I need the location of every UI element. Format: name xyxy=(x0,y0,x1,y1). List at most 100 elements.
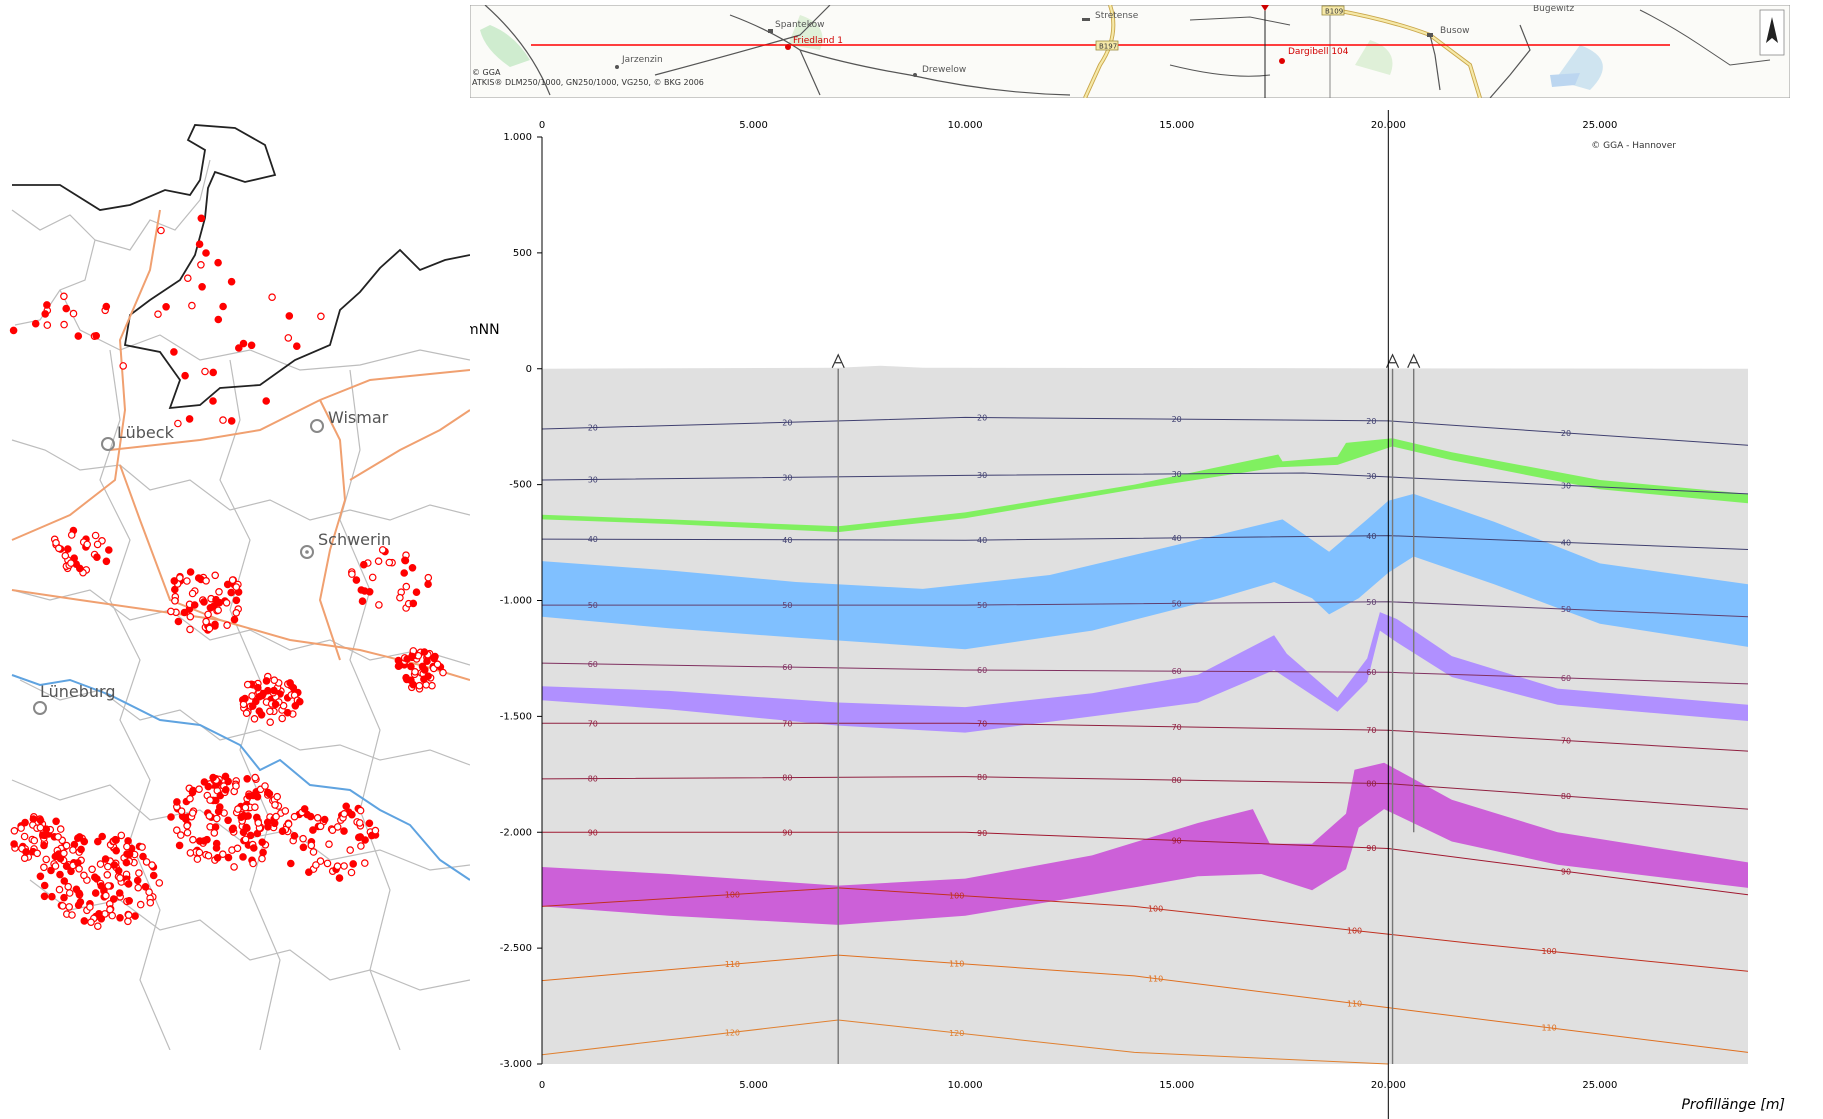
well-marker xyxy=(109,895,118,903)
well-marker xyxy=(423,657,431,666)
y-tick-label: -2.500 xyxy=(500,943,532,954)
isotherm-label: 30 xyxy=(1366,472,1376,481)
place-label: Busow xyxy=(1440,26,1469,36)
city-label-lueneburg: Lüneburg xyxy=(40,682,116,701)
x-tick-label-bottom: 5.000 xyxy=(739,1080,768,1091)
well-marker xyxy=(65,889,74,897)
well-marker xyxy=(299,843,308,852)
well-marker xyxy=(270,686,278,695)
well-marker xyxy=(245,792,254,800)
elbe-river xyxy=(11,674,470,881)
well-marker xyxy=(17,824,25,832)
village-icon xyxy=(1427,33,1433,37)
overview-map[interactable]: Lübeck Wismar Schwerin Lüneburg xyxy=(0,120,470,1050)
well-marker xyxy=(202,617,210,626)
well-marker xyxy=(20,854,29,863)
x-tick-label-bottom: 10.000 xyxy=(948,1080,983,1091)
isotherm-label: 50 xyxy=(1561,605,1571,614)
well-marker xyxy=(241,694,249,703)
well-marker xyxy=(93,540,102,549)
well-marker xyxy=(22,848,30,856)
well-marker xyxy=(173,826,181,835)
location-map[interactable]: Friedland 1 Dargibell 104 Spantekow Jarz… xyxy=(470,5,1790,98)
well-marker xyxy=(110,861,119,869)
city-markers: Lübeck Wismar Schwerin Lüneburg xyxy=(33,408,391,715)
well-marker xyxy=(356,806,365,815)
well-marker xyxy=(200,837,209,845)
well-marker xyxy=(253,792,262,801)
well-marker xyxy=(415,681,424,690)
isotherm-label: 80 xyxy=(977,773,987,782)
well-marker xyxy=(33,849,42,858)
well-marker xyxy=(234,805,242,813)
well-marker xyxy=(195,848,204,857)
well-marker xyxy=(266,718,275,727)
well-marker xyxy=(62,304,70,313)
isotherm-label: 70 xyxy=(977,720,987,729)
well-marker xyxy=(177,807,186,816)
well-marker xyxy=(251,803,259,812)
well-marker xyxy=(40,831,49,840)
well-dot xyxy=(785,44,791,50)
well-marker xyxy=(40,863,48,872)
well-marker xyxy=(83,540,92,549)
x-tick-label-top: 20.000 xyxy=(1371,120,1406,131)
well-marker xyxy=(51,862,60,870)
well-marker xyxy=(123,842,131,851)
well-marker xyxy=(10,826,19,835)
x-tick-label-top: 5.000 xyxy=(739,120,768,131)
well-marker xyxy=(285,312,294,320)
well-marker xyxy=(222,785,230,794)
well-marker xyxy=(439,668,447,677)
well-marker xyxy=(195,785,203,794)
well-marker xyxy=(154,310,162,319)
village-icon xyxy=(913,73,917,77)
well-marker xyxy=(43,321,52,329)
well-marker xyxy=(56,870,64,879)
well-marker xyxy=(148,861,156,869)
well-marker xyxy=(340,862,348,870)
geological-layer-1 xyxy=(542,438,1748,533)
well-marker xyxy=(227,277,236,286)
well-marker xyxy=(371,826,380,835)
isotherm-label: 20 xyxy=(1561,429,1571,438)
well-marker xyxy=(355,819,364,827)
isotherm-label: 70 xyxy=(1172,723,1182,732)
well-marker xyxy=(72,885,81,894)
well-marker xyxy=(67,559,75,567)
well-marker xyxy=(119,362,128,370)
well-marker xyxy=(175,841,184,850)
well-marker xyxy=(65,903,74,911)
x-axis-label: Profillänge [m] xyxy=(1681,1097,1785,1113)
well-marker xyxy=(43,301,51,309)
geological-profile-chart[interactable]: 20 20 20 20 20 20 30 30 30 30 30 30 40 40 40 40 40 40 50 50… xyxy=(470,110,1823,1119)
well-marker xyxy=(340,809,349,818)
well-marker xyxy=(112,846,121,855)
well-marker xyxy=(36,816,45,825)
well-marker xyxy=(60,849,68,858)
well-marker xyxy=(281,807,290,815)
well-marker xyxy=(348,570,356,578)
well-marker xyxy=(97,882,106,890)
isotherm-110 xyxy=(541,954,1749,1053)
well-marker xyxy=(224,777,233,786)
well-marker xyxy=(409,599,418,608)
well-marker xyxy=(243,774,252,783)
well-marker xyxy=(141,882,150,891)
well-marker xyxy=(40,841,48,850)
place-label: Bugewitz xyxy=(1533,5,1575,14)
well-marker xyxy=(412,588,421,597)
well-marker xyxy=(186,625,194,634)
well-marker xyxy=(262,397,271,405)
y-tick-label: -1.000 xyxy=(500,596,532,607)
well-marker xyxy=(198,283,206,291)
well-marker xyxy=(76,564,84,573)
well-marker xyxy=(247,341,256,350)
isotherm-label: 60 xyxy=(1561,674,1571,683)
x-tick-label-bottom: 20.000 xyxy=(1371,1080,1406,1091)
place-label: Drewelow xyxy=(922,65,966,75)
chart-watermark: © GGA - Hannover xyxy=(1591,141,1676,151)
well-marker xyxy=(402,582,411,591)
isotherm-label: 40 xyxy=(588,535,598,544)
isotherm-label: 100 xyxy=(725,891,740,900)
